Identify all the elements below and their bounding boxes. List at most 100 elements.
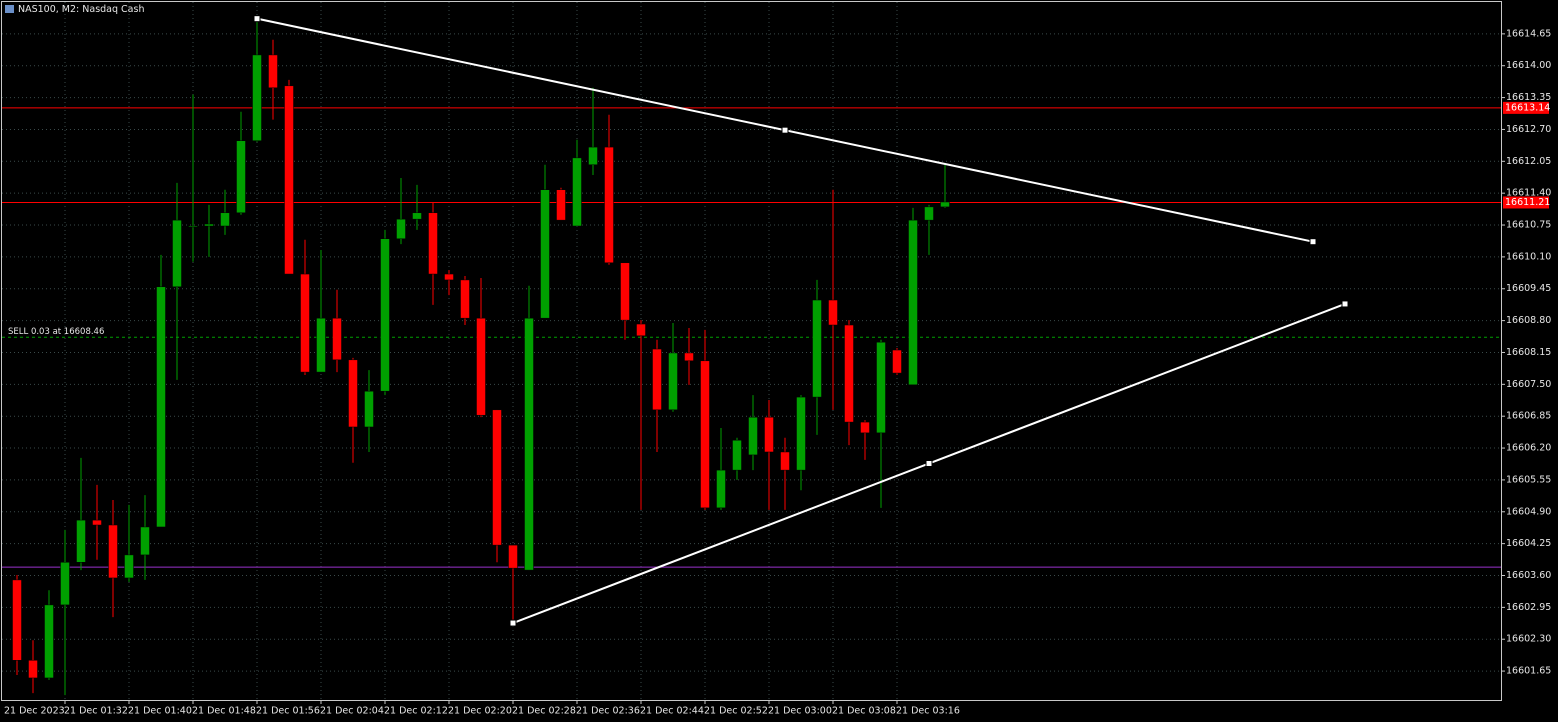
x-tick-label: 21 Dec 02:36 <box>576 706 640 717</box>
candle-body <box>524 317 534 571</box>
y-tick-label: 16610.75 <box>1506 220 1551 231</box>
y-tick-label: 16608.15 <box>1506 347 1551 358</box>
candle-body <box>204 223 214 227</box>
candle-body <box>828 299 838 326</box>
candle-body <box>124 554 134 579</box>
candle-body <box>380 238 390 392</box>
candle-body <box>252 54 262 141</box>
candle-body <box>476 317 486 416</box>
y-tick-label: 16607.50 <box>1506 379 1551 390</box>
candle-body <box>428 212 438 275</box>
price-label-box <box>1503 196 1549 209</box>
x-tick-label: 21 Dec 01:40 <box>128 706 192 717</box>
y-tick-label: 16605.55 <box>1506 474 1551 485</box>
x-tick-label: 21 Dec 01:48 <box>192 706 256 717</box>
candle-body <box>220 212 230 227</box>
price-label-box <box>1503 101 1549 114</box>
candle-body <box>268 54 278 89</box>
candle-body <box>492 409 502 546</box>
y-tick-label: 16611.40 <box>1506 188 1551 199</box>
candle-body <box>764 416 774 453</box>
candle-body <box>700 360 710 509</box>
y-tick-label: 16606.85 <box>1506 411 1551 422</box>
candle-body <box>844 324 854 423</box>
candle-body <box>508 544 518 569</box>
y-tick-label: 16602.30 <box>1506 634 1551 645</box>
candle-body <box>444 273 454 281</box>
x-tick-label: 21 Dec 02:44 <box>640 706 704 717</box>
y-tick-label: 16608.80 <box>1506 315 1551 326</box>
candle-body <box>316 317 326 373</box>
candle-body <box>412 212 422 220</box>
candle-body <box>652 348 662 411</box>
trend-handle <box>781 126 789 134</box>
candle-body <box>236 140 246 214</box>
trend-handle <box>1309 238 1317 246</box>
candle-body <box>556 189 566 221</box>
x-tick-label: 21 Dec 02:12 <box>384 706 448 717</box>
trend-handle <box>1341 300 1349 308</box>
trend-handle <box>509 619 517 627</box>
y-tick-label: 16606.20 <box>1506 443 1551 454</box>
candle-body <box>140 526 150 556</box>
candle-body <box>44 604 54 679</box>
candle-body <box>748 416 758 456</box>
y-tick-label: 16603.60 <box>1506 570 1551 581</box>
candle-body <box>156 286 166 528</box>
candle-body <box>76 519 86 563</box>
candle-body <box>620 262 630 321</box>
y-tick-label: 16612.05 <box>1506 156 1551 167</box>
candle-body <box>60 562 70 606</box>
candle-body <box>908 219 918 386</box>
candle-body <box>108 524 118 579</box>
candle-body <box>668 352 678 411</box>
candle-body <box>796 396 806 471</box>
candle-body <box>460 279 470 319</box>
candle-body <box>588 146 598 165</box>
candle-body <box>604 146 614 264</box>
candle-body <box>28 660 38 679</box>
y-tick-label: 16609.45 <box>1506 283 1551 294</box>
candle-body <box>364 390 374 428</box>
candle-body <box>732 439 742 471</box>
trend-handle <box>925 459 933 467</box>
candle-body <box>188 225 198 228</box>
price-label: 16611.21 <box>1505 197 1550 208</box>
y-tick-label: 16614.65 <box>1506 28 1551 39</box>
candle-body <box>172 219 182 288</box>
candle-body <box>716 469 726 509</box>
y-tick-label: 16613.35 <box>1506 92 1551 103</box>
x-tick-label: 21 Dec 02:04 <box>320 706 384 717</box>
candle-body <box>396 218 406 240</box>
y-tick-label: 16604.25 <box>1506 538 1551 549</box>
x-tick-label: 21 Dec 03:08 <box>832 706 896 717</box>
y-tick-label: 16604.90 <box>1506 506 1551 517</box>
candle-body <box>780 451 790 471</box>
candle-body <box>924 206 934 221</box>
candle-body <box>12 579 22 661</box>
y-tick-label: 16602.95 <box>1506 602 1551 613</box>
x-tick-label: 21 Dec 01:56 <box>256 706 320 717</box>
y-tick-label: 16610.10 <box>1506 251 1551 262</box>
candle-body <box>860 421 870 434</box>
candle-body <box>876 341 886 434</box>
candle-body <box>92 519 102 526</box>
chart-title: NAS100, M2: Nasdaq Cash <box>18 4 144 15</box>
candle-body <box>684 352 694 362</box>
x-tick-label: 21 Dec 01:32 <box>64 706 128 717</box>
order-label: SELL 0.03 at 16608.46 <box>8 327 104 337</box>
candle-body <box>940 201 950 208</box>
candle-body <box>332 317 342 361</box>
candle-body <box>812 299 822 398</box>
candle-body <box>348 359 358 428</box>
date-label: 21 Dec 2023 <box>4 706 65 717</box>
trend-handle <box>253 15 261 23</box>
y-tick-label: 16601.65 <box>1506 666 1551 677</box>
x-tick-label: 21 Dec 03:16 <box>896 706 960 717</box>
x-tick-label: 21 Dec 03:00 <box>768 706 832 717</box>
symbol-icon <box>5 5 14 13</box>
x-tick-label: 21 Dec 02:20 <box>448 706 512 717</box>
plot-frame <box>1 1 1502 701</box>
x-tick-label: 21 Dec 02:28 <box>512 706 576 717</box>
